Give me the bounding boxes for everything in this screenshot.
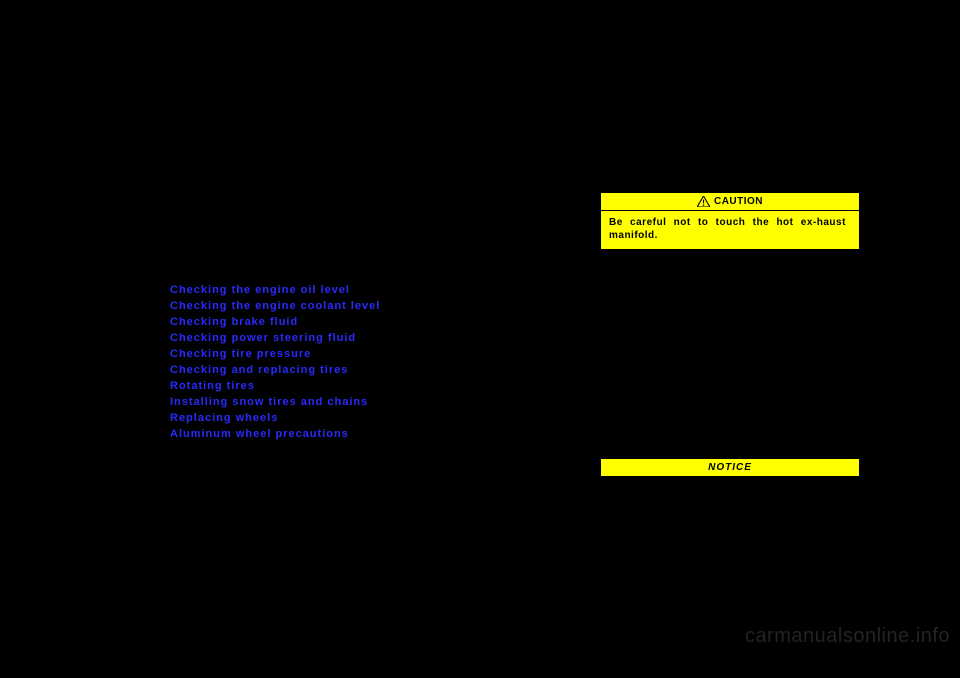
caution-box: CAUTION Be careful not to touch the hot … (600, 192, 860, 250)
toc-link[interactable]: Checking brake fluid (170, 314, 380, 330)
notice-box: NOTICE (600, 458, 860, 477)
toc-link[interactable]: Checking the engine oil level (170, 282, 380, 298)
caution-label: CAUTION (714, 196, 763, 207)
caution-body-text: Be careful not to touch the hot ex-haust… (601, 211, 859, 249)
table-of-contents: Checking the engine oil level Checking t… (170, 282, 380, 442)
toc-link[interactable]: Checking and replacing tires (170, 362, 380, 378)
toc-link[interactable]: Replacing wheels (170, 410, 380, 426)
toc-link[interactable]: Rotating tires (170, 378, 380, 394)
page-root: Checking the engine oil level Checking t… (0, 0, 960, 678)
warning-triangle-icon (697, 196, 710, 207)
toc-link[interactable]: Checking power steering fluid (170, 330, 380, 346)
toc-link[interactable]: Installing snow tires and chains (170, 394, 380, 410)
watermark-text: carmanualsonline.info (745, 625, 950, 648)
notice-label: NOTICE (708, 462, 752, 473)
toc-link[interactable]: Checking the engine coolant level (170, 298, 380, 314)
caution-header: CAUTION (601, 193, 859, 211)
toc-link[interactable]: Checking tire pressure (170, 346, 380, 362)
toc-link[interactable]: Aluminum wheel precautions (170, 426, 380, 442)
